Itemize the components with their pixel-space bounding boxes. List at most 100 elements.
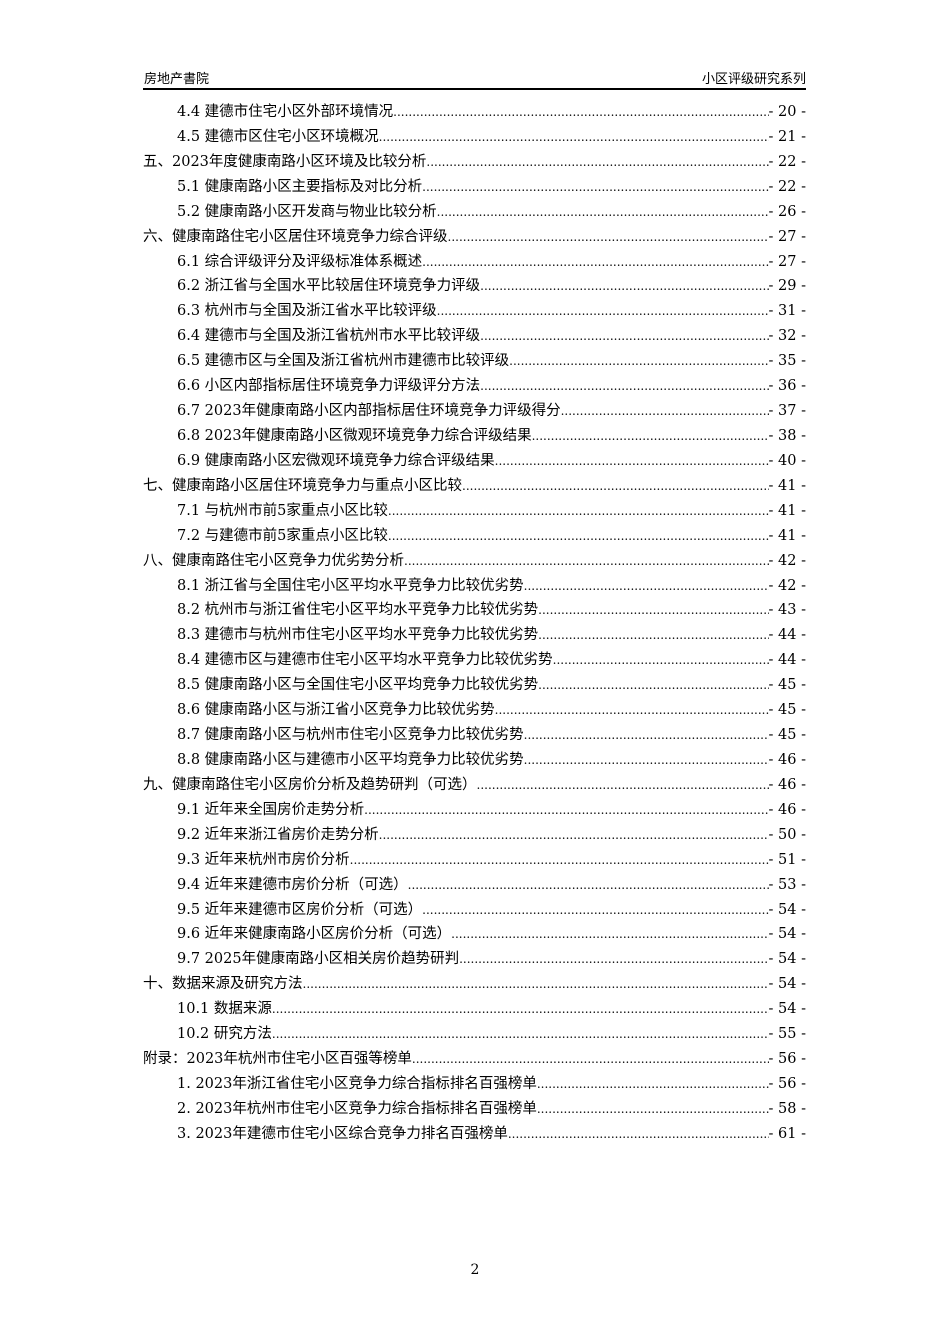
toc-chapter-entry[interactable]: 十、数据来源及研究方法 - 54 - (143, 972, 806, 997)
dot-leader (412, 1047, 769, 1072)
dot-leader (388, 524, 769, 549)
toc-section-entry[interactable]: 8.8 健康南路小区与建德市小区平均竞争力比较优劣势 - 46 - (143, 748, 806, 773)
toc-section-entry[interactable]: 5.2 健康南路小区开发商与物业比较分析 - 26 - (143, 200, 806, 225)
toc-section-entry[interactable]: 2. 2023年杭州市住宅小区竞争力综合指标排名百强榜单 - 58 - (143, 1097, 806, 1122)
dot-leader (272, 1022, 769, 1047)
dot-leader (480, 374, 768, 399)
toc-entry-page: - 54 - (768, 926, 806, 943)
toc-section-entry[interactable]: 8.3 建德市与杭州市住宅小区平均水平竞争力比较优劣势 - 44 - (143, 623, 806, 648)
toc-entry-title: 6.3 杭州市与全国及浙江省水平比较评级 (177, 303, 437, 320)
toc-chapter-entry[interactable]: 六、健康南路住宅小区居住环境竞争力综合评级 - 27 - (143, 225, 806, 250)
toc-section-entry[interactable]: 4.5 建德市区住宅小区环境概况 - 21 - (143, 125, 806, 150)
toc-entry-title: 9.3 近年来杭州市房价分析 (177, 851, 350, 868)
dot-leader (379, 125, 769, 150)
toc-entry-title: 9.4 近年来建德市房价分析（可选） (177, 876, 408, 893)
toc-section-entry[interactable]: 6.6 小区内部指标居住环境竞争力评级评分方法 - 36 - (143, 374, 806, 399)
toc-section-entry[interactable]: 8.6 健康南路小区与浙江省小区竞争力比较优劣势 - 45 - (143, 698, 806, 723)
toc-section-entry[interactable]: 8.2 杭州市与浙江省住宅小区平均水平竞争力比较优劣势 - 43 - (143, 598, 806, 623)
toc-entry-title: 6.8 2023年健康南路小区微观环境竞争力综合评级结果 (177, 427, 532, 444)
toc-entry-title: 8.2 杭州市与浙江省住宅小区平均水平竞争力比较优劣势 (177, 602, 539, 619)
toc-section-entry[interactable]: 6.3 杭州市与全国及浙江省水平比较评级 - 31 - (143, 299, 806, 324)
toc-section-entry[interactable]: 9.1 近年来全国房价走势分析 - 46 - (143, 798, 806, 823)
toc-section-entry[interactable]: 8.5 健康南路小区与全国住宅小区平均竞争力比较优劣势 - 45 - (143, 673, 806, 698)
toc-section-entry[interactable]: 9.2 近年来浙江省房价走势分析 - 50 - (143, 823, 806, 848)
dot-leader (537, 1097, 769, 1122)
toc-section-entry[interactable]: 6.8 2023年健康南路小区微观环境竞争力综合评级结果 - 38 - (143, 424, 806, 449)
toc-section-entry[interactable]: 6.2 浙江省与全国水平比较居住环境竞争力评级 - 29 - (143, 274, 806, 299)
toc-entry-title: 8.8 健康南路小区与建德市小区平均竞争力比较优劣势 (177, 751, 524, 768)
dot-leader (553, 648, 769, 673)
toc-section-entry[interactable]: 9.4 近年来建德市房价分析（可选） - 53 - (143, 873, 806, 898)
toc-entry-page: - 54 - (768, 1001, 806, 1018)
toc-section-entry[interactable]: 6.1 综合评级评分及评级标准体系概述 - 27 - (143, 250, 806, 275)
toc-section-entry[interactable]: 9.7 2025年健康南路小区相关房价趋势研判 - 54 - (143, 947, 806, 972)
toc-chapter-entry[interactable]: 九、健康南路住宅小区房价分析及趋势研判（可选） - 46 - (143, 773, 806, 798)
toc-section-entry[interactable]: 6.7 2023年健康南路小区内部指标居住环境竞争力评级得分 - 37 - (143, 399, 806, 424)
toc-entry-page: - 35 - (768, 353, 806, 370)
toc-entry-title: 9.7 2025年健康南路小区相关房价趋势研判 (177, 951, 460, 968)
toc-chapter-entry[interactable]: 七、健康南路小区居住环境竞争力与重点小区比较 - 41 - (143, 474, 806, 499)
toc-section-entry[interactable]: 4.4 建德市住宅小区外部环境情况 - 20 - (143, 100, 806, 125)
toc-section-entry[interactable]: 8.7 健康南路小区与杭州市住宅小区竞争力比较优劣势 - 45 - (143, 723, 806, 748)
toc-entry-page: - 21 - (768, 128, 806, 145)
toc-entry-page: - 42 - (768, 577, 806, 594)
dot-leader (422, 898, 768, 923)
dot-leader (437, 200, 769, 225)
toc-entry-title: 7.1 与杭州市前5家重点小区比较 (177, 502, 388, 519)
toc-entry-page: - 46 - (768, 776, 806, 793)
toc-section-entry[interactable]: 8.4 建德市区与建德市住宅小区平均水平竞争力比较优劣势 - 44 - (143, 648, 806, 673)
toc-entry-title: 6.1 综合评级评分及评级标准体系概述 (177, 253, 423, 270)
toc-entry-title: 6.9 健康南路小区宏微观环境竞争力综合评级结果 (177, 452, 495, 469)
toc-section-entry[interactable]: 5.1 健康南路小区主要指标及对比分析 - 22 - (143, 175, 806, 200)
toc-chapter-entry[interactable]: 五、2023年度健康南路小区环境及比较分析 - 22 - (143, 150, 806, 175)
dot-leader (537, 1072, 769, 1097)
toc-entry-page: - 56 - (768, 1051, 806, 1068)
toc-section-entry[interactable]: 6.4 建德市与全国及浙江省杭州市水平比较评级 - 32 - (143, 324, 806, 349)
header-series: 小区评级研究系列 (701, 72, 806, 87)
toc-entry-page: - 42 - (768, 552, 806, 569)
toc-entry-page: - 44 - (768, 652, 806, 669)
toc-entry-page: - 45 - (768, 702, 806, 719)
toc-section-entry[interactable]: 9.5 近年来建德市区房价分析（可选） - 54 - (143, 898, 806, 923)
toc-entry-title: 6.7 2023年健康南路小区内部指标居住环境竞争力评级得分 (177, 403, 561, 420)
toc-entry-page: - 54 - (768, 951, 806, 968)
toc-entry-page: - 40 - (768, 452, 806, 469)
toc-entry-title: 9.5 近年来建德市区房价分析（可选） (177, 901, 423, 918)
toc-entry-page: - 58 - (768, 1100, 806, 1117)
toc-section-entry[interactable]: 6.5 建德市区与全国及浙江省杭州市建德市比较评级 - 35 - (143, 349, 806, 374)
dot-leader (303, 972, 769, 997)
toc-section-entry[interactable]: 9.3 近年来杭州市房价分析 - 51 - (143, 848, 806, 873)
toc-section-entry[interactable]: 10.2 研究方法 - 55 - (143, 1022, 806, 1047)
dot-leader (422, 250, 768, 275)
toc-section-entry[interactable]: 6.9 健康南路小区宏微观环境竞争力综合评级结果 - 40 - (143, 449, 806, 474)
toc-entry-page: - 45 - (768, 677, 806, 694)
toc-section-entry[interactable]: 7.1 与杭州市前5家重点小区比较 - 41 - (143, 499, 806, 524)
toc-entry-title: 6.2 浙江省与全国水平比较居住环境竞争力评级 (177, 278, 481, 295)
toc-entry-page: - 38 - (768, 427, 806, 444)
toc-entry-title: 8.4 建德市区与建德市住宅小区平均水平竞争力比较优劣势 (177, 652, 553, 669)
toc-entry-title: 8.6 健康南路小区与浙江省小区竞争力比较优劣势 (177, 702, 495, 719)
toc-entry-page: - 29 - (768, 278, 806, 295)
toc-entry-page: - 50 - (768, 826, 806, 843)
toc-section-entry[interactable]: 3. 2023年建德市住宅小区综合竞争力排名百强榜单 - 61 - (143, 1122, 806, 1147)
toc-section-entry[interactable]: 8.1 浙江省与全国住宅小区平均水平竞争力比较优劣势 - 42 - (143, 574, 806, 599)
dot-leader (538, 623, 768, 648)
dot-leader (508, 1122, 769, 1147)
dot-leader (364, 798, 768, 823)
toc-section-entry[interactable]: 10.1 数据来源 - 54 - (143, 997, 806, 1022)
toc-entry-title: 十、数据来源及研究方法 (143, 976, 303, 993)
toc-entry-page: - 46 - (768, 801, 806, 818)
dot-leader (451, 922, 768, 947)
dot-leader (426, 150, 768, 175)
toc-section-entry[interactable]: 9.6 近年来健康南路小区房价分析（可选） - 54 - (143, 922, 806, 947)
dot-leader (524, 723, 769, 748)
dot-leader (379, 823, 769, 848)
toc-section-entry[interactable]: 7.2 与建德市前5家重点小区比较 - 41 - (143, 524, 806, 549)
toc-entry-title: 9.6 近年来健康南路小区房价分析（可选） (177, 926, 452, 943)
toc-section-entry[interactable]: 1. 2023年浙江省住宅小区竞争力综合指标排名百强榜单 - 56 - (143, 1072, 806, 1097)
toc-chapter-entry[interactable]: 八、健康南路住宅小区竞争力优劣势分析 - 42 - (143, 549, 806, 574)
dot-leader (272, 997, 769, 1022)
dot-leader (561, 399, 769, 424)
dot-leader (524, 574, 769, 599)
toc-chapter-entry[interactable]: 附录：2023年杭州市住宅小区百强等榜单 - 56 - (143, 1047, 806, 1072)
